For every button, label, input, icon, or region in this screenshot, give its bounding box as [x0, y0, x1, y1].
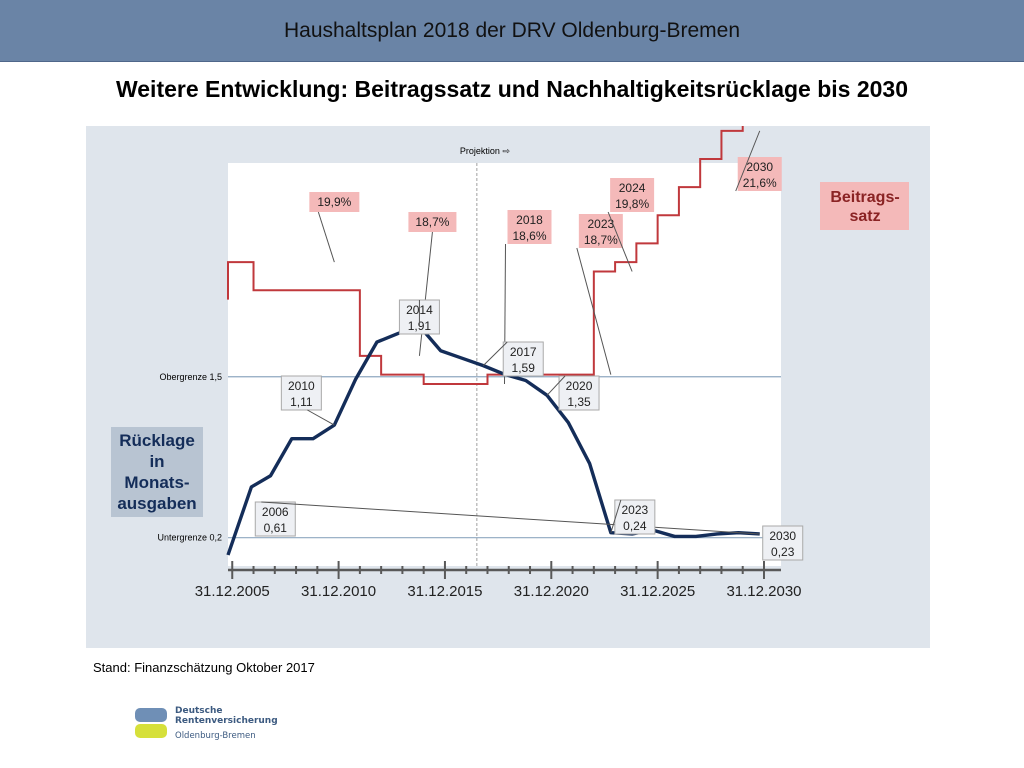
reserve-callout-label: 0,23	[771, 545, 795, 559]
beitragssatz-line	[227, 101, 786, 385]
beitragssatz-legend-label: Beitrags-	[830, 189, 899, 206]
drv-logo-icon	[135, 708, 167, 738]
rate-callout-leader	[418, 231, 433, 356]
rate-callout-label: 21,6%	[743, 176, 777, 190]
reserve-callout-leader	[307, 409, 335, 426]
rate-callout-box	[408, 212, 457, 232]
x-tick-label: 31.12.2010	[301, 583, 376, 600]
rate-callout-box	[309, 192, 360, 212]
ruecklage-line	[226, 324, 760, 556]
reserve-callout-label: 2006	[262, 505, 289, 519]
header-bar: Haushaltsplan 2018 der DRV Oldenburg-Bre…	[0, 0, 1024, 62]
rate-callout-leader	[576, 247, 612, 375]
reserve-callout-leader	[261, 501, 760, 535]
rate-callout-label: 2030	[746, 160, 773, 174]
rate-callout-label: 18,7%	[584, 233, 618, 247]
rate-callout-box	[737, 157, 782, 191]
chart: Projektion ⇨ Obergrenze 1,5 Untergrenze 0,…	[111, 101, 909, 600]
untergrenze-label: Untergrenze 0,2	[157, 533, 222, 543]
reserve-callout-box	[280, 375, 322, 411]
logo-line-1: Deutsche	[175, 706, 223, 716]
reserve-callout-label: 1,59	[512, 361, 536, 375]
chart-panel: Projektion ⇨ Obergrenze 1,5 Untergrenze 0,…	[86, 101, 930, 648]
beitragssatz-legend-label: satz	[849, 208, 880, 225]
projection-label: Projektion ⇨	[460, 146, 511, 156]
reserve-callout-box	[502, 341, 544, 377]
reserve-callout-label: 0,24	[623, 519, 647, 533]
reserve-callout-box	[254, 501, 296, 537]
obergrenze-label: Obergrenze 1,5	[159, 372, 222, 382]
rate-callout-box	[610, 178, 655, 212]
reserve-callout-leader	[610, 499, 622, 533]
logo-line-2: Rentenversicherung	[175, 716, 278, 726]
ruecklage-legend-label: Rücklage	[119, 431, 195, 450]
rate-callout-label: 18,6%	[512, 229, 546, 243]
rate-callout-leader	[607, 211, 633, 272]
reserve-callout-leader	[482, 341, 508, 366]
reserve-callout-label: 2023	[621, 503, 648, 517]
reserve-callout-label: 2017	[510, 345, 537, 359]
reserve-callout-label: 2020	[566, 379, 593, 393]
x-tick-label: 31.12.2015	[407, 583, 482, 600]
ruecklage-legend-label: ausgaben	[117, 494, 196, 513]
rate-callout-leader	[317, 211, 335, 263]
reserve-callout-leader	[546, 375, 566, 396]
reserve-callout-label: 1,11	[290, 395, 313, 409]
reserve-callout-box	[558, 375, 600, 411]
slide-title: Weitere Entwicklung: Beitragssatz und Na…	[115, 76, 909, 102]
x-tick-label: 31.12.2030	[726, 583, 801, 600]
reserve-callout-box	[614, 499, 656, 535]
rate-callout-label: 19,8%	[615, 197, 649, 211]
reserve-callout-label: 2030	[769, 529, 796, 543]
rate-callout-box	[507, 210, 552, 244]
reserve-callout-label: 0,61	[264, 521, 288, 535]
ruecklage-legend-label: Monats-	[124, 473, 189, 492]
logo-region: Oldenburg-Bremen	[175, 731, 256, 741]
drv-logo: Deutsche Rentenversicherung Oldenburg-Br…	[134, 706, 278, 746]
x-tick-label: 31.12.2025	[620, 583, 695, 600]
ruecklage-legend-label: in	[149, 452, 164, 471]
rate-callout-label: 2023	[587, 217, 614, 231]
rate-callout-label: 18,7%	[415, 215, 449, 229]
reserve-callout-label: 1,35	[567, 395, 591, 409]
reserve-callout-box	[762, 525, 804, 561]
rate-callout-leader	[735, 130, 761, 192]
beitragssatz-legend-box	[820, 182, 909, 230]
x-tick-label: 31.12.2005	[195, 583, 270, 600]
rate-callout-label: 2018	[516, 213, 543, 227]
source-note: Stand: Finanzschätzung Oktober 2017	[93, 660, 315, 675]
rate-callout-label: 2024	[619, 181, 646, 195]
x-tick-label: 31.12.2020	[514, 583, 589, 600]
ruecklage-legend-box	[111, 427, 203, 517]
header-title: Haushaltsplan 2018 der DRV Oldenburg-Bre…	[283, 18, 741, 42]
reserve-callout-label: 2010	[288, 379, 315, 393]
rate-callout-label: 19,9%	[317, 195, 351, 209]
